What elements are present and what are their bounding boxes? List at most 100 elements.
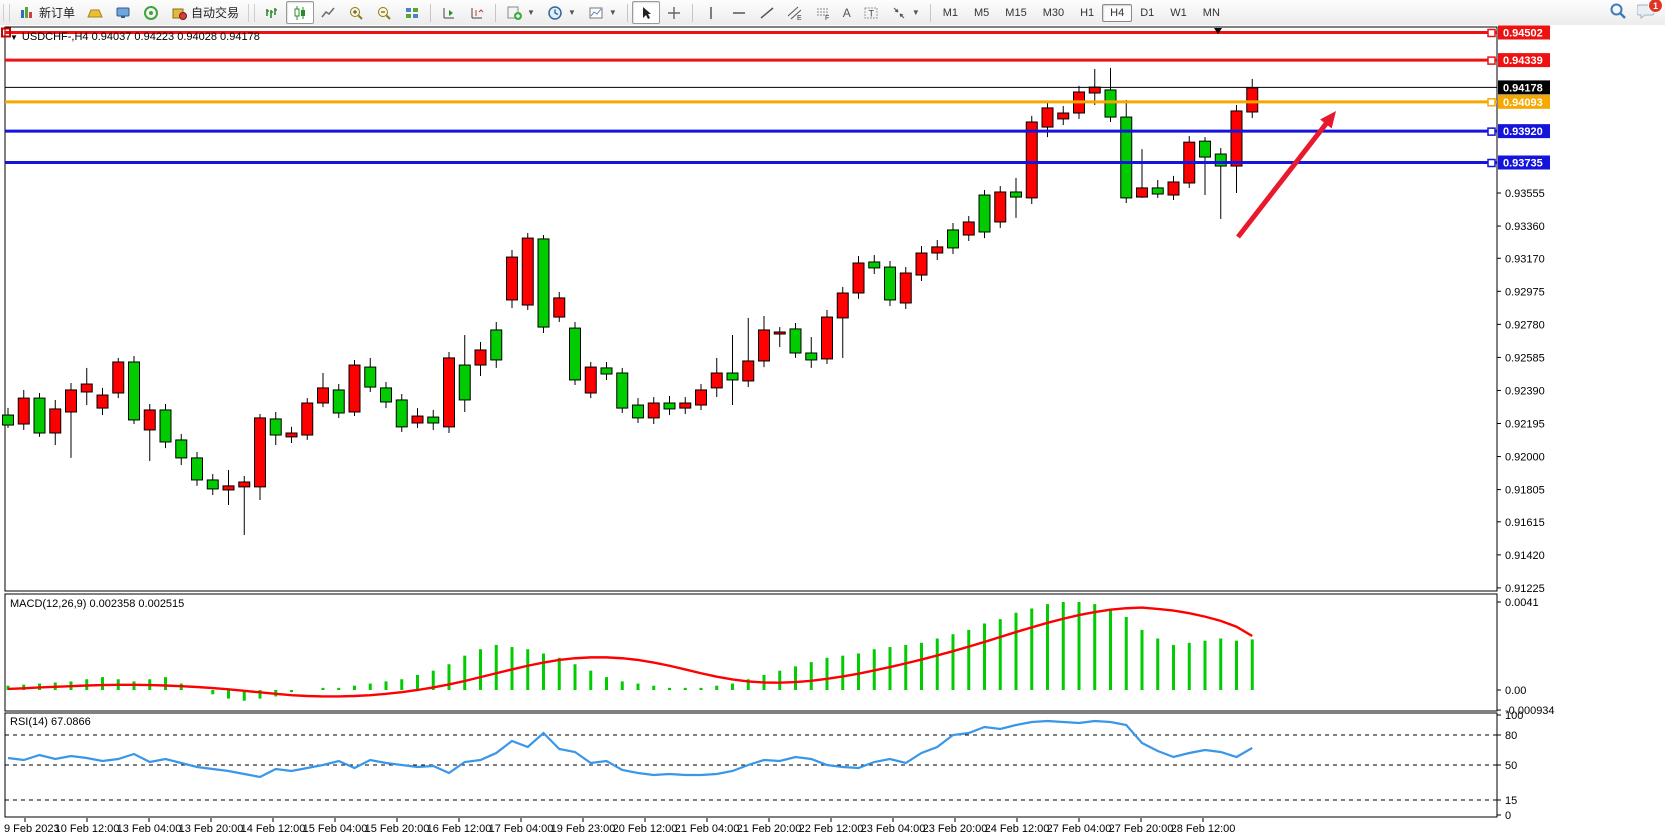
terminal-button[interactable] <box>109 1 137 24</box>
candle-body-up <box>600 367 613 375</box>
time-tick-label: 9 Feb 2023 <box>4 823 60 835</box>
candle-body-down <box>1041 107 1054 128</box>
candle-body-down <box>17 397 30 425</box>
candle-body-up <box>206 479 219 490</box>
period-separator-marker <box>1214 28 1222 34</box>
timeframe-button-m5[interactable]: M5 <box>974 6 990 19</box>
vertical-line-icon <box>703 5 719 21</box>
clock-icon <box>547 5 563 21</box>
price-tick-label: 0.92195 <box>1505 419 1545 431</box>
timeframe-button-mn[interactable]: MN <box>1202 6 1220 19</box>
horizontal-line-tool[interactable] <box>725 1 753 24</box>
price-tick-label: 0.91615 <box>1505 517 1545 529</box>
time-tick-label: 23 Feb 04:00 <box>861 823 926 835</box>
timeframe-button-m15[interactable]: M15 <box>1005 6 1027 19</box>
signal-button[interactable] <box>137 1 165 24</box>
tile-windows-button[interactable] <box>398 1 426 24</box>
candle-body-down <box>915 252 928 276</box>
macd-tick-label: -0.000934 <box>1505 705 1555 717</box>
candle-body-up <box>663 402 676 410</box>
price-tick-label: 0.93555 <box>1505 188 1545 200</box>
price-label-box <box>1498 124 1550 139</box>
crosshair-tool-button[interactable] <box>660 1 688 24</box>
price-label-box <box>1498 80 1550 95</box>
candle-body-down <box>1057 112 1070 120</box>
price-label-text: 0.94502 <box>1503 27 1543 39</box>
timeframe-button-h4[interactable]: H4 <box>1102 3 1133 22</box>
line-anchor-handle[interactable] <box>1487 158 1496 168</box>
indicators-button[interactable]: ▼ <box>500 1 541 24</box>
candle-body-down <box>238 481 251 488</box>
search-icon[interactable] <box>1609 2 1627 20</box>
line-anchor-handle[interactable] <box>1 27 11 38</box>
text-tool[interactable]: A <box>837 1 857 24</box>
candle-body-up <box>458 364 471 401</box>
candle-body-up <box>789 328 802 354</box>
timeframes-menu-button[interactable]: ▼ <box>541 1 582 24</box>
zoom-out-button[interactable] <box>370 1 398 24</box>
timeframe-button-d1[interactable]: D1 <box>1140 6 1155 19</box>
collapse-caret-icon[interactable]: ▼ <box>10 33 18 42</box>
toolbar-grip[interactable] <box>3 3 10 22</box>
bar-chart-button[interactable] <box>258 1 286 24</box>
candle-body-down <box>899 272 912 304</box>
timeframe-button-h1[interactable]: H1 <box>1080 6 1095 19</box>
candle-body-down <box>112 361 125 394</box>
auto-trading-icon <box>171 5 188 21</box>
vertical-line-tool[interactable] <box>697 1 725 24</box>
auto-scroll-button[interactable] <box>435 1 463 24</box>
line-anchor-handle[interactable] <box>1487 98 1496 107</box>
chart-shift-button[interactable] <box>463 1 491 24</box>
gold-button[interactable] <box>81 1 109 24</box>
rsi-indicator-label: RSI(14) 67.0866 <box>10 716 91 728</box>
candle-body-up <box>805 352 818 361</box>
time-tick-label: 21 Feb 04:00 <box>675 823 740 835</box>
macd-indicator-label: MACD(12,26,9) 0.002358 0.002515 <box>10 598 185 610</box>
notification-badge: 1 <box>1648 0 1663 13</box>
candle-body-down <box>506 256 518 301</box>
candle-body-up <box>332 389 345 414</box>
candle-body-up <box>1214 153 1227 167</box>
new-order-button[interactable]: 新订单 <box>13 1 81 24</box>
text-label-tool[interactable]: T <box>857 1 885 24</box>
timeframe-button-m1[interactable]: M1 <box>942 6 959 19</box>
price-tick-label: 0.93170 <box>1505 253 1545 265</box>
trend-arrow[interactable] <box>1236 118 1331 239</box>
price-label-text: 0.93735 <box>1503 157 1543 169</box>
auto-scroll-icon <box>441 5 457 21</box>
zoom-in-button[interactable] <box>342 1 370 24</box>
trendline-tool[interactable] <box>753 1 781 24</box>
candlestick-chart-button[interactable] <box>286 1 315 24</box>
channel-tool[interactable]: E <box>781 1 809 24</box>
price-chart-canvas[interactable]: 0.93555 0.93360 0.93170 0.92975 0.92780 0.925… <box>0 25 1665 840</box>
tile-windows-icon <box>404 5 420 21</box>
fibonacci-tool[interactable]: F <box>809 1 837 24</box>
candle-body-down <box>742 360 755 382</box>
toolbar-separator <box>495 3 497 22</box>
fibonacci-icon: F <box>815 5 831 22</box>
candle-body-down <box>994 191 1007 223</box>
rsi-tick-label: 50 <box>1505 760 1517 772</box>
chart-area[interactable]: ▼ USDCHF-,H4 0.94037 0.94223 0.94028 0.94… <box>0 25 1665 840</box>
candle-body-down <box>1136 187 1148 198</box>
auto-trading-button[interactable]: 自动交易 <box>165 1 245 24</box>
line-anchor-handle[interactable] <box>1487 56 1496 65</box>
candle-body-up <box>1199 140 1211 158</box>
line-anchor-handle[interactable] <box>1487 28 1496 38</box>
chat-notifications-icon[interactable]: 1 <box>1636 0 1663 20</box>
line-chart-button[interactable] <box>314 1 342 24</box>
shapes-tool[interactable]: ▼ <box>885 1 926 24</box>
time-tick-label: 23 Feb 20:00 <box>923 823 988 835</box>
timeframe-button-m30[interactable]: M30 <box>1042 6 1065 19</box>
templates-button[interactable]: ▼ <box>582 1 623 24</box>
main-toolbar: 新订单 自动交易 <box>0 0 1665 26</box>
candle-body-down <box>254 417 266 488</box>
timeframe-button-w1[interactable]: W1 <box>1170 6 1187 19</box>
signal-icon <box>143 5 159 21</box>
line-anchor-handle[interactable] <box>1487 127 1496 136</box>
toolbar-grip[interactable] <box>248 3 256 22</box>
cursor-tool-button[interactable] <box>631 1 660 24</box>
time-tick-label: 19 Feb 23:00 <box>551 823 616 835</box>
rsi-line <box>7 719 1253 779</box>
